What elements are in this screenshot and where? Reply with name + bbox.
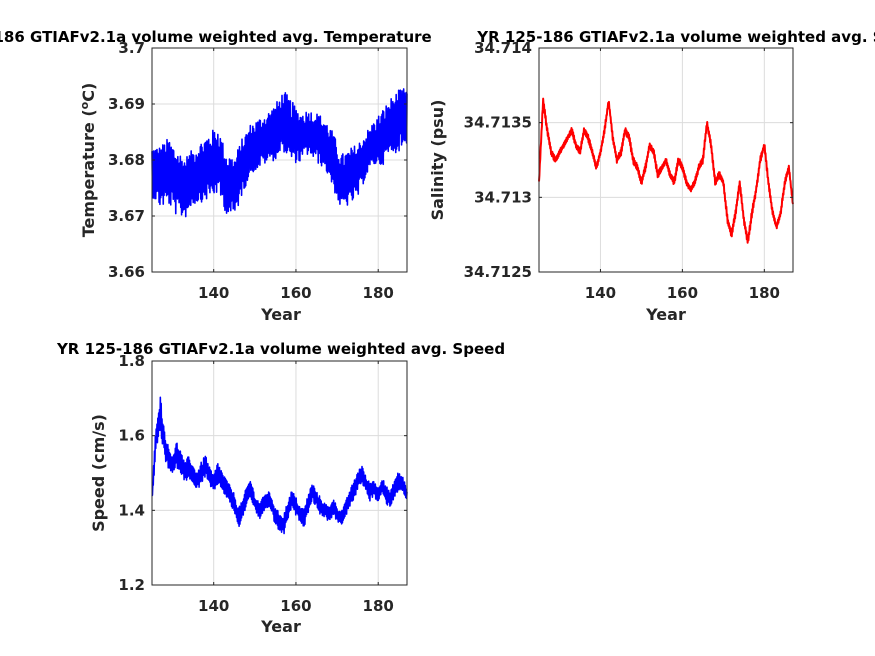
speed-x-tick-label: 160 [280, 597, 311, 615]
salinity-x-tick-label: 140 [585, 284, 616, 302]
temperature-yticks: 3.66 3.67 3.68 3.69 3.7 [108, 39, 407, 281]
temperature-y-tick-label: 3.67 [108, 207, 145, 225]
salinity-axes-box [538, 47, 794, 273]
salinity-y-tick-label: 34.7125 [464, 263, 532, 281]
salinity-marks [538, 97, 794, 244]
speed-y-axis-label: Speed (cm/s) [89, 414, 108, 532]
salinity-series-line [538, 97, 794, 244]
speed-series-line [151, 396, 408, 535]
temperature-y-axis-label-sup: o [78, 101, 91, 109]
speed-chart-title: YR 125-186 GTIAFv2.1a volume weighted av… [56, 340, 505, 358]
temperature-y-axis-label-main: Temperature ( [79, 109, 98, 237]
temperature-chart-title: YR 125-186 GTIAFv2.1a volume weighted av… [0, 28, 432, 46]
temperature-y-tick-label: 3.68 [108, 151, 145, 169]
speed-x-axis-label: Year [260, 617, 301, 636]
salinity-xticks: 140 160 180 [585, 48, 780, 302]
salinity-y-axis-label: Salinity (psu) [428, 100, 447, 221]
salinity-y-tick-label: 34.713 [474, 188, 532, 206]
temperature-y-tick-label: 3.7 [118, 39, 145, 57]
salinity-y-tick-label: 34.7135 [464, 114, 532, 132]
salinity-yticks: 34.7125 34.713 34.7135 34.714 [464, 39, 793, 281]
temperature-y-tick-label: 3.69 [108, 95, 145, 113]
temperature-x-tick-label: 160 [280, 284, 311, 302]
temperature-xticks: 140 160 180 [198, 48, 394, 302]
temperature-marks [151, 88, 408, 218]
speed-xticks: 140 160 180 [198, 361, 394, 615]
temperature-y-tick-label: 3.66 [108, 263, 145, 281]
speed-y-tick-label: 1.4 [118, 501, 145, 519]
salinity-x-axis-label: Year [645, 305, 686, 324]
speed-y-tick-label: 1.2 [118, 576, 145, 594]
salinity-x-tick-label: 180 [749, 284, 780, 302]
temperature-x-axis-label: Year [260, 305, 301, 324]
speed-x-tick-label: 140 [198, 597, 229, 615]
speed-marks [151, 396, 408, 535]
salinity-y-tick-label: 34.714 [474, 39, 532, 57]
temperature-y-axis-label-tail: C) [79, 83, 98, 102]
salinity-panel: 140 160 180 34.7125 34.713 34.7135 34.714 YR … [428, 28, 875, 324]
temperature-series-line [151, 88, 408, 218]
speed-yticks: 1.2 1.4 1.6 1.8 [118, 352, 407, 594]
speed-panel: 140 160 180 1.2 1.4 1.6 1.8 YR 125-186 GTIAFv… [56, 340, 505, 636]
salinity-chart-title: YR 125-186 GTIAFv2.1a volume weighted av… [476, 28, 875, 46]
speed-x-tick-label: 180 [363, 597, 394, 615]
temperature-y-axis-label: Temperature (oC) [78, 83, 99, 238]
temperature-panel: 140 160 180 3.66 3.67 3.68 3.69 3.7 YR 125-186… [0, 28, 432, 324]
speed-y-tick-label: 1.6 [118, 427, 145, 445]
temperature-x-tick-label: 180 [363, 284, 394, 302]
speed-axes-box [151, 360, 408, 586]
temperature-x-tick-label: 140 [198, 284, 229, 302]
speed-y-tick-label: 1.8 [118, 352, 145, 370]
salinity-x-tick-label: 160 [667, 284, 698, 302]
